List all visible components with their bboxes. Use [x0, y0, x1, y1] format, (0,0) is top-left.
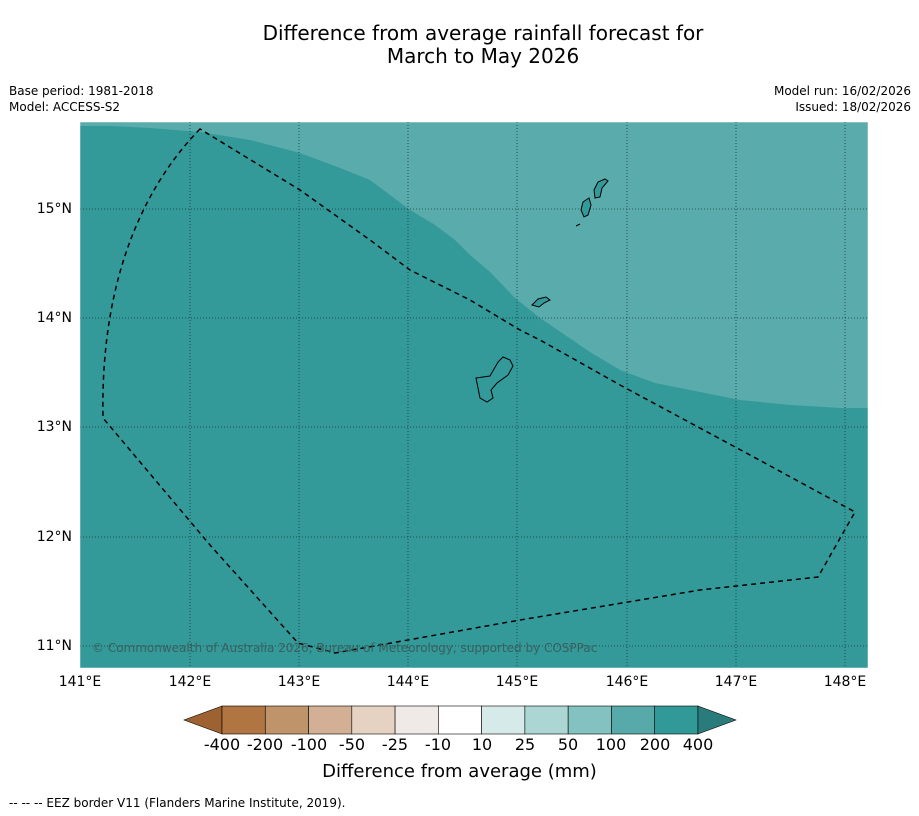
lat-tick: 14°N	[36, 310, 72, 326]
meta-left: Base period: 1981-2018 Model: ACCESS-S2	[9, 83, 154, 115]
colorbar-label: -200	[246, 735, 284, 754]
colorbar-label: 400	[682, 735, 714, 754]
colorbar-extend-low	[183, 705, 223, 735]
colorbar-segment	[611, 705, 655, 735]
colorbar-segment	[264, 705, 309, 735]
lon-tick: 143°E	[277, 674, 321, 690]
title-line-1: Difference from average rainfall forecas…	[262, 21, 704, 45]
copyright-note: © Commonwealth of Australia 2026, Bureau…	[92, 641, 598, 655]
colorbar-segment	[394, 705, 439, 735]
islands	[475, 178, 609, 403]
colorbar-segment	[438, 705, 482, 735]
title-line-2: March to May 2026	[386, 44, 580, 68]
island-guam	[475, 356, 514, 403]
lon-tick: 142°E	[168, 674, 212, 690]
colorbar-label: 25	[514, 735, 536, 754]
base-period: Base period: 1981-2018	[9, 84, 154, 98]
lon-tick: 145°E	[495, 674, 539, 690]
lat-tick: 15°N	[36, 201, 72, 217]
gridlines	[80, 122, 868, 668]
colorbar-label: 100	[595, 735, 627, 754]
lat-tick: 13°N	[36, 419, 72, 435]
colorbar-segment	[524, 705, 569, 735]
lon-tick: 148°E	[823, 674, 867, 690]
map-title: Difference from average rainfall forecas…	[0, 22, 919, 68]
colorbar-segment	[308, 705, 353, 735]
colorbar	[183, 705, 737, 735]
meta-right: Model run: 16/02/2026 Issued: 18/02/2026	[774, 83, 911, 115]
colorbar-label: 10	[471, 735, 493, 754]
island-aguijan	[575, 223, 581, 227]
colorbar-label: -400	[203, 735, 241, 754]
island-saipan	[593, 178, 609, 199]
map-frame	[79, 121, 869, 669]
eez-footnote: -- -- -- EEZ border V11 (Flanders Marine…	[9, 796, 346, 810]
model-name: Model: ACCESS-S2	[9, 100, 121, 114]
colorbar-label: -10	[424, 735, 452, 754]
lat-tick: 12°N	[36, 529, 72, 545]
colorbar-label: 200	[639, 735, 671, 754]
colorbar-segment	[351, 705, 396, 735]
colorbar-segment	[481, 705, 526, 735]
colorbar-title: Difference from average (mm)	[322, 761, 597, 782]
lon-tick: 141°E	[58, 674, 102, 690]
lon-tick: 144°E	[386, 674, 430, 690]
colorbar-label: -25	[381, 735, 409, 754]
issued-date: Issued: 18/02/2026	[795, 100, 911, 114]
lon-tick: 147°E	[714, 674, 758, 690]
island-tinian	[580, 197, 592, 218]
colorbar-segment	[221, 705, 266, 735]
forecast-zone-100-200	[80, 122, 868, 408]
lon-tick: 146°E	[605, 674, 649, 690]
colorbar-label: -50	[338, 735, 366, 754]
colorbar-segment	[654, 705, 699, 735]
island-rota	[531, 296, 551, 308]
eez-border	[102, 128, 857, 654]
colorbar-label: 50	[557, 735, 579, 754]
colorbar-segment	[567, 705, 612, 735]
colorbar-label: -100	[290, 735, 328, 754]
model-run: Model run: 16/02/2026	[773, 84, 911, 98]
lat-tick: 11°N	[36, 638, 72, 654]
colorbar-extend-high	[697, 705, 737, 735]
